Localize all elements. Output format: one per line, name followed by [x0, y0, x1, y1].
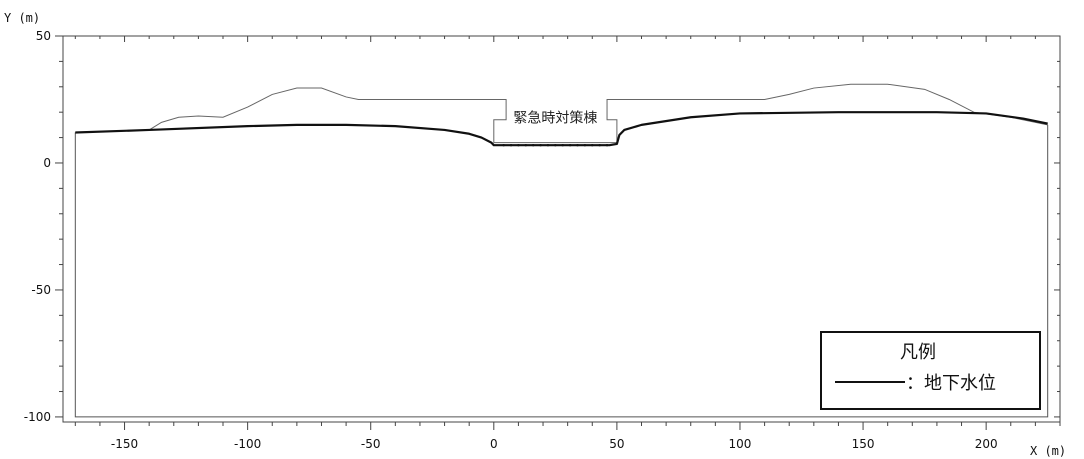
axes-frame — [62, 35, 1061, 423]
groundwater-building-point — [605, 143, 609, 147]
y-tick-label: 0 — [43, 156, 51, 170]
groundwater-building-point — [502, 143, 505, 147]
x-tick-label: -100 — [234, 437, 261, 451]
legend-box — [820, 331, 1041, 410]
groundwater-building-point — [583, 143, 587, 147]
legend-groundwater-label: ：地下水位 — [906, 373, 996, 394]
groundwater-building-point — [509, 143, 513, 147]
building-label: 緊急時対策棟 — [513, 109, 597, 126]
x-tick-label: 0 — [490, 437, 498, 451]
groundwater-building-point — [531, 143, 535, 147]
groundwater-building-point — [517, 143, 520, 147]
groundwater-building-point — [554, 143, 557, 147]
groundwater-building-point — [561, 143, 564, 147]
ground-surface — [75, 83, 1048, 144]
x-axis-label: X (m) — [1030, 444, 1066, 458]
model-boundary-outline — [74, 124, 1049, 418]
x-tick-label: -50 — [361, 437, 381, 451]
groundwater-level-line — [75, 111, 1048, 147]
model-boundary — [74, 124, 1049, 418]
x-tick-label: 150 — [852, 437, 875, 451]
groundwater-building-point — [591, 143, 594, 147]
ground-surface-line — [75, 83, 1048, 144]
x-tick-label: -150 — [111, 437, 138, 451]
groundwater-building-point — [568, 143, 572, 147]
groundwater-building-point — [598, 143, 601, 147]
x-tick-label: 100 — [729, 437, 752, 451]
x-tick-label: 50 — [609, 437, 624, 451]
legend: 凡例 ：地下水位 — [820, 331, 1041, 410]
x-tick-label: 200 — [975, 437, 998, 451]
y-tick-label: -50 — [31, 283, 51, 297]
groundwater-building-point — [524, 143, 528, 147]
plot-frame — [62, 35, 1061, 423]
legend-title: 凡例 — [900, 342, 936, 363]
y-axis-label: Y (m) — [4, 11, 40, 25]
y-tick-label: -100 — [24, 410, 51, 424]
groundwater-building-point — [576, 143, 579, 147]
groundwater-building-point — [546, 143, 550, 147]
axis-ticks: -150 -100 -50 0 50 100 150 200 50 0 -50 -100 — [24, 29, 1061, 451]
y-tick-label: 50 — [36, 29, 51, 43]
groundwater-building-point — [539, 143, 542, 147]
